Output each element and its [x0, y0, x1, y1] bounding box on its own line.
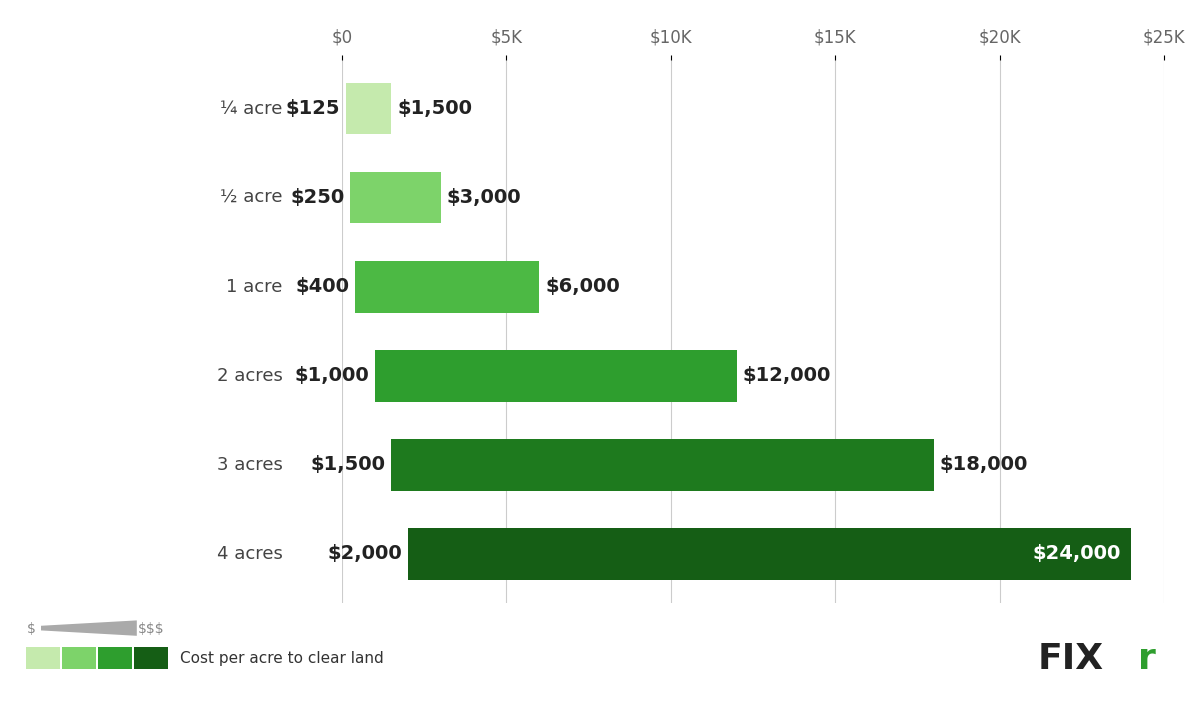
Text: $250: $250: [290, 188, 344, 207]
Bar: [391, 439, 934, 491]
Bar: [350, 172, 440, 224]
Text: $1,500: $1,500: [397, 99, 473, 118]
Text: Cost per acre to clear land: Cost per acre to clear land: [180, 651, 384, 666]
Text: ¼ acre: ¼ acre: [221, 100, 283, 118]
Text: $12,000: $12,000: [743, 366, 830, 386]
Text: $: $: [26, 622, 35, 636]
Text: $400: $400: [295, 277, 349, 297]
Bar: [374, 350, 737, 402]
Text: $18,000: $18,000: [940, 456, 1028, 475]
Bar: [346, 83, 391, 135]
Text: FIX: FIX: [1038, 642, 1104, 676]
Text: 4 acres: 4 acres: [217, 545, 283, 563]
Bar: [355, 261, 539, 313]
Bar: [408, 528, 1132, 580]
Text: $24,000: $24,000: [1033, 545, 1121, 564]
Text: 3 acres: 3 acres: [217, 456, 283, 474]
Text: $$$: $$$: [138, 622, 164, 636]
Text: $2,000: $2,000: [328, 545, 402, 564]
Text: $3,000: $3,000: [446, 188, 521, 207]
Text: $1,000: $1,000: [294, 366, 368, 386]
Text: ½ acre: ½ acre: [221, 189, 283, 207]
Text: r: r: [1138, 642, 1156, 676]
Text: $125: $125: [286, 99, 340, 118]
Text: 2 acres: 2 acres: [217, 367, 283, 385]
Text: 1 acre: 1 acre: [227, 278, 283, 296]
Polygon shape: [41, 620, 137, 636]
Text: $1,500: $1,500: [311, 456, 385, 475]
Text: $6,000: $6,000: [545, 277, 620, 297]
